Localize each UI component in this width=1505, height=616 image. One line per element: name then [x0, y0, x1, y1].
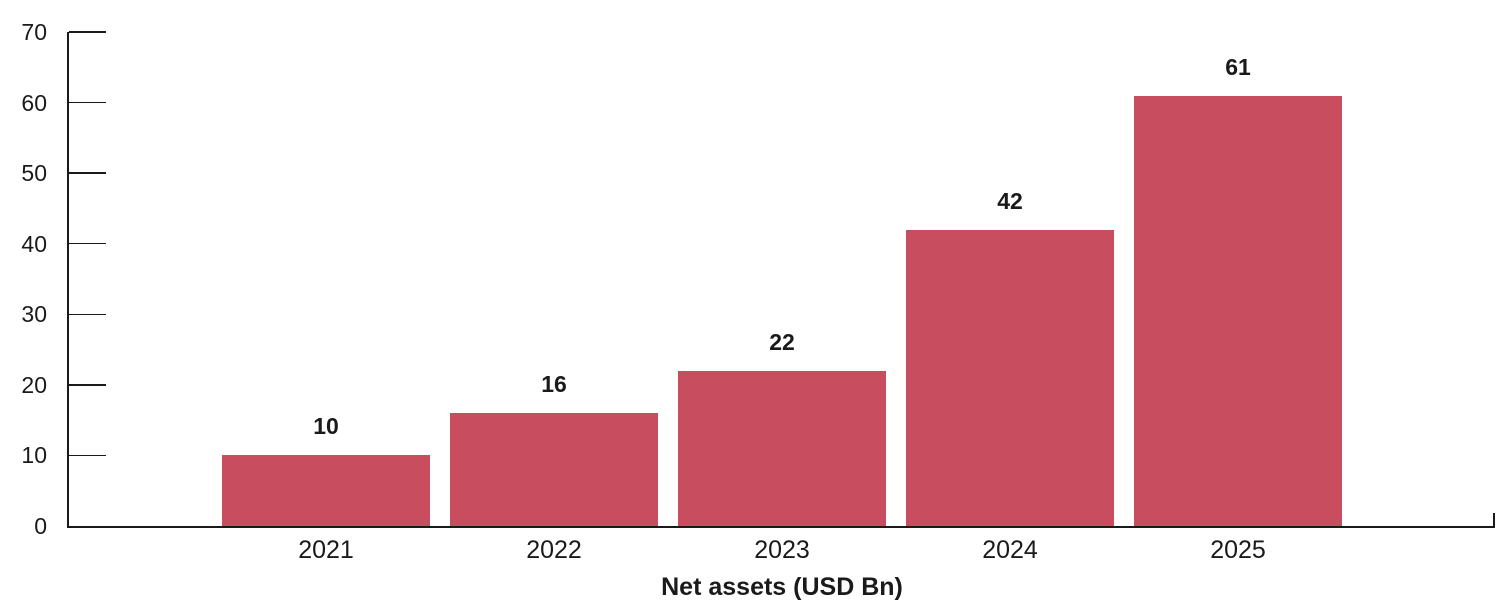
x-axis-label-2023: 2023	[754, 536, 810, 564]
x-axis-label-2025: 2025	[1210, 536, 1266, 564]
y-tick-60	[69, 101, 106, 104]
x-axis-end-tick	[1493, 513, 1495, 526]
y-tick-label-40: 40	[21, 230, 47, 257]
bar-value-label-2021: 10	[313, 413, 339, 440]
bar-2022	[450, 413, 658, 526]
bar-2023	[678, 370, 886, 526]
y-tick-label-60: 60	[21, 89, 47, 116]
x-axis-label-2024: 2024	[982, 536, 1038, 564]
y-tick-50	[69, 172, 106, 174]
bar-value-label-2023: 22	[769, 328, 795, 355]
y-tick-20	[69, 384, 106, 386]
bar-value-label-2022: 16	[541, 371, 567, 398]
x-axis-label-2022: 2022	[526, 536, 582, 564]
y-tick-30	[69, 313, 106, 316]
bar-2025	[1134, 95, 1342, 526]
y-tick-10	[69, 454, 106, 457]
y-tick-label-50: 50	[21, 160, 47, 187]
y-tick-40	[69, 242, 106, 245]
y-tick-70	[69, 31, 106, 33]
y-tick-label-30: 30	[21, 301, 47, 328]
y-axis-line	[67, 32, 69, 528]
x-axis-line	[67, 526, 1495, 528]
x-axis-title: Net assets (USD Bn)	[661, 573, 903, 601]
y-tick-label-0: 0	[34, 513, 47, 539]
y-tick-label-10: 10	[21, 442, 47, 469]
y-tick-label-20: 20	[21, 371, 47, 398]
y-tick-label-70: 70	[21, 19, 47, 45]
bar-value-label-2024: 42	[997, 187, 1023, 214]
bar-value-label-2025: 61	[1225, 53, 1251, 80]
bar-2021	[222, 455, 430, 526]
bar-2024	[906, 229, 1114, 526]
x-axis-label-2021: 2021	[298, 536, 354, 564]
